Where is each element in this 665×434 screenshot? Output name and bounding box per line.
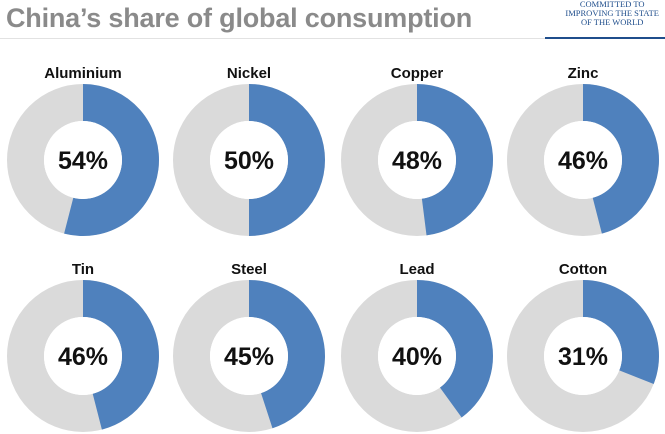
donut-label-steel: Steel [231,261,267,278]
donut-value-nickel: 50% [224,147,274,175]
brand-line-3: OF THE WORLD [580,17,644,27]
donut-share-steel [249,280,326,429]
brand-underline [545,37,665,39]
donut-center-steel [210,317,288,395]
page-title: China’s share of global consumption [6,3,473,33]
brand-logo: COMMITTED TO IMPROVING THE STATE OF THE … [565,0,659,27]
donut-center-nickel [210,121,288,199]
donut-copper: Copper 48% [341,65,494,236]
donut-share-copper [417,84,494,236]
donut-center-aluminium [44,121,122,199]
donut-center-tin [44,317,122,395]
donut-value-lead: 40% [392,343,442,371]
donut-value-tin: 46% [58,343,108,371]
donut-label-lead: Lead [399,261,434,278]
donut-value-zinc: 46% [558,147,608,175]
donut-label-zinc: Zinc [568,65,599,82]
donut-center-copper [378,121,456,199]
donut-label-aluminium: Aluminium [44,65,122,82]
header: China’s share of global consumption COMM… [0,0,665,40]
donut-label-tin: Tin [72,261,94,278]
brand-line-2: IMPROVING THE STATE [565,8,659,18]
donut-nickel: Nickel 50% [173,65,325,236]
donut-steel: Steel 45% [173,261,326,432]
donut-aluminium: Aluminium 54% [7,65,159,236]
donut-label-nickel: Nickel [227,65,271,82]
donut-cotton: Cotton 31% [507,261,659,432]
donut-center-lead [378,317,456,395]
donut-center-cotton [544,317,622,395]
donut-share-aluminium [64,84,159,236]
donut-tin: Tin 46% [7,261,160,432]
donut-value-steel: 45% [224,343,274,371]
donut-label-cotton: Cotton [559,261,607,278]
donut-value-aluminium: 54% [58,147,108,175]
donut-value-copper: 48% [392,147,442,175]
donut-share-nickel [249,84,325,236]
donut-share-zinc [583,84,660,234]
donut-share-tin [83,280,160,430]
donut-zinc: Zinc 46% [507,65,660,236]
header-divider [0,38,665,39]
donut-share-cotton [583,280,659,384]
donut-share-lead [417,280,493,418]
brand-line-1: COMMITTED TO [579,0,645,9]
donut-label-copper: Copper [391,65,444,82]
donut-lead: Lead 40% [341,261,493,432]
donut-value-cotton: 31% [558,343,608,371]
donut-center-zinc [544,121,622,199]
